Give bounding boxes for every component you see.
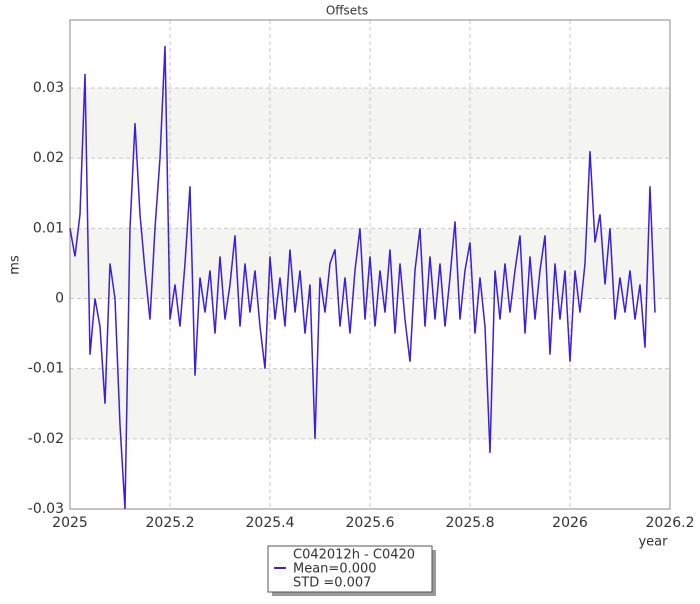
x-tick-label: 2025.6: [346, 515, 395, 531]
y-tick-label: -0.01: [28, 361, 64, 377]
x-tick-label: 2026.2: [646, 515, 695, 531]
y-tick-label: 0.02: [33, 150, 64, 166]
y-tick-label: -0.02: [28, 431, 64, 447]
legend-box: [267, 545, 433, 593]
x-axis-label: year: [638, 535, 668, 550]
plot-border: [69, 19, 671, 510]
y-tick-label: 0.01: [33, 220, 64, 236]
chart-title: Offsets: [326, 4, 368, 18]
legend-stat: STD =0.007: [293, 576, 371, 591]
data-line: [69, 45, 656, 510]
y-tick-label: 0: [55, 291, 64, 307]
y-axis-label: ms: [8, 255, 23, 275]
legend-entry: C042012h - C0420: [293, 548, 415, 563]
x-tick-label: 2025.2: [146, 515, 195, 531]
x-tick-label: 2025.4: [246, 515, 295, 531]
x-tick-label: 2025.8: [446, 515, 495, 531]
x-tick-label: 2026: [552, 515, 588, 531]
y-tick-label: 0.03: [33, 80, 64, 96]
plot-area: [69, 19, 671, 510]
x-tick-label: 2025: [52, 515, 88, 531]
legend-stat: Mean=0.000: [293, 562, 377, 577]
y-tick-label: -0.03: [28, 501, 64, 517]
